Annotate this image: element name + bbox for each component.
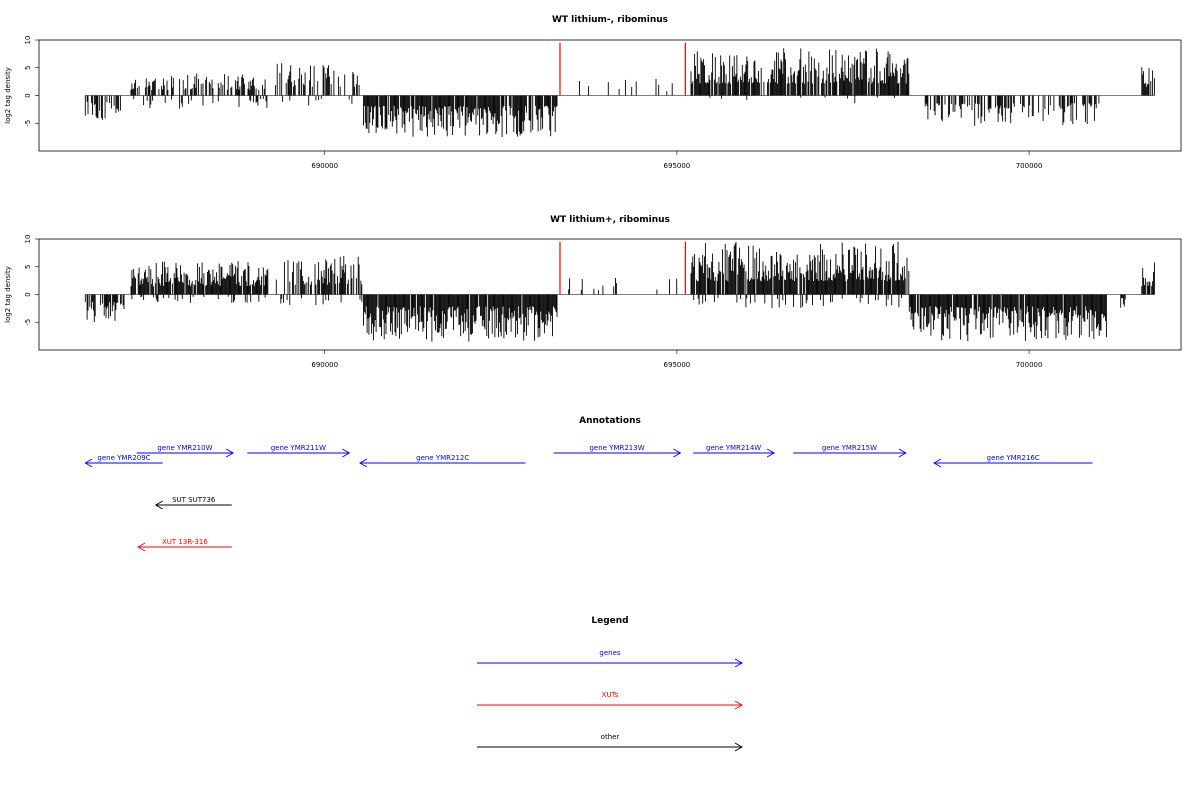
feature-label: gene YMR212C — [416, 454, 469, 462]
panel-title: WT lithium-, ribominus — [552, 15, 668, 25]
x-tick-label: 690000 — [311, 162, 338, 170]
legend-item — [477, 658, 743, 668]
y-tick-label: 0 — [24, 292, 32, 296]
feature-gene-ymr210w — [136, 448, 235, 458]
feature-label: gene YMR209C — [97, 454, 150, 462]
arrow-head — [359, 458, 368, 468]
y-tick-label: 5 — [24, 66, 32, 70]
feature-gene-ymr209c — [84, 458, 163, 468]
y-tick-label: 0 — [24, 93, 32, 97]
y-tick-label: 10 — [24, 235, 32, 244]
arrow-head — [154, 500, 163, 510]
feature-gene-ymr213w — [553, 448, 682, 458]
arrow-head — [898, 448, 907, 458]
x-tick-label: 695000 — [664, 361, 691, 369]
panel-2 — [35, 238, 1182, 354]
bar-series — [84, 241, 1155, 342]
feature-gene-ymr214w — [693, 448, 776, 458]
annotations-title: Annotations — [579, 416, 641, 426]
feature-label: gene YMR213W — [589, 444, 644, 452]
arrow-head — [137, 542, 146, 552]
arrow-head — [225, 448, 235, 458]
arrow-head — [933, 458, 942, 468]
arrow-head — [734, 700, 743, 710]
y-axis-label: log2 tag density — [4, 67, 12, 124]
arrow-head — [673, 448, 682, 458]
feature-label: SUT SUT736 — [172, 496, 216, 504]
feature-gene-ymr212c — [359, 458, 526, 468]
arrow-head — [734, 658, 743, 668]
feature-xut-13r-316 — [137, 542, 232, 552]
y-tick-label: -5 — [24, 319, 32, 326]
legend-item — [477, 742, 743, 752]
feature-label: gene YMR215W — [822, 444, 877, 452]
y-tick-label: -5 — [24, 120, 32, 127]
y-axis-label: log2 tag density — [4, 266, 12, 323]
arrow-head — [766, 448, 776, 458]
legend-label: XUTs — [602, 691, 619, 699]
feature-gene-ymr215w — [793, 448, 907, 458]
x-tick-label: 700000 — [1016, 361, 1043, 369]
bar-series — [84, 48, 1155, 138]
arrow-head — [84, 458, 93, 468]
feature-sut-sut736 — [154, 500, 232, 510]
feature-label: gene YMR214W — [706, 444, 761, 452]
feature-label: gene YMR211W — [271, 444, 326, 452]
feature-label: gene YMR210W — [157, 444, 212, 452]
arrow-head — [342, 448, 351, 458]
legend-title: Legend — [591, 616, 628, 626]
x-tick-label: 695000 — [664, 162, 691, 170]
panel-title: WT lithium+, ribominus — [550, 215, 670, 225]
feature-gene-ymr216c — [933, 458, 1093, 468]
panel-1 — [35, 39, 1182, 155]
x-tick-label: 700000 — [1016, 162, 1043, 170]
feature-label: gene YMR216C — [987, 454, 1040, 462]
y-tick-label: 5 — [24, 265, 32, 269]
legend-label: other — [601, 733, 620, 741]
x-tick-label: 690000 — [311, 361, 338, 369]
feature-gene-ymr211w — [247, 448, 351, 458]
arrow-head — [734, 742, 743, 752]
legend-label: genes — [599, 649, 620, 657]
feature-label: XUT 13R-316 — [162, 538, 208, 546]
y-tick-label: 10 — [24, 36, 32, 45]
legend-item — [477, 700, 743, 710]
